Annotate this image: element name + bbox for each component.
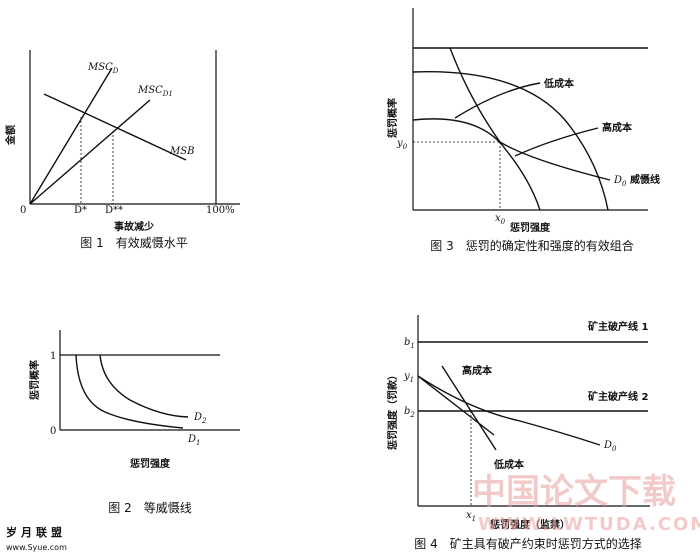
fig3-high-cost-label: 高成本 — [602, 121, 633, 134]
fig4-high-cost-line — [441, 365, 497, 451]
fig1-msc-d-line — [29, 67, 113, 205]
fig1-msc-d1-label: MSCD1 — [137, 85, 173, 98]
fig1-x-label: 事故减少 — [114, 220, 154, 233]
figure-3: 惩罚概率 低成本 高成本 D0 威慑线 y0 x0 惩罚强度 图 3 惩罚的确定… — [386, 8, 660, 253]
logo-url: www.Syue.com — [6, 543, 67, 552]
fig1-msb-label: MSB — [169, 146, 194, 157]
fig2-zero-label: 0 — [50, 426, 56, 437]
figure-1: 金额 MSCD MSCD1 MSB 0 D* D** 100% 事故减少 图 1… — [4, 50, 240, 250]
fig4-d0-label: D0 — [603, 440, 617, 453]
fig1-y-label: 金额 — [4, 125, 17, 146]
fig4-d0-curve — [417, 375, 601, 446]
fig4-b1-label: b1 — [404, 337, 415, 350]
fig3-high-cost-leader — [514, 127, 599, 157]
fig2-d1-label: D1 — [187, 434, 201, 447]
fig3-low-cost-label: 低成本 — [543, 77, 575, 90]
fig3-d0-label: D0 威慑线 — [613, 173, 660, 188]
fig3-high-cost-curve — [412, 71, 609, 211]
fig2-caption: 图 2 等威慑线 — [108, 500, 191, 515]
site-logo: 岁月联盟 www.Syue.com — [6, 525, 67, 552]
fig4-low-cost-line — [417, 375, 495, 436]
fig1-msc-d-label: MSCD — [87, 62, 119, 75]
fig4-y-label: 惩罚强度（罚款） — [386, 370, 399, 450]
watermark-en: WWW.LWTUDA.COM — [478, 514, 700, 535]
fig1-caption: 图 1 有效威慑水平 — [80, 235, 187, 250]
fig4-bankrupt-label-2: 矿主破产线 2 — [588, 390, 648, 403]
fig1-msb-line — [43, 93, 187, 161]
fig2-d2-label: D2 — [193, 412, 207, 425]
fig4-low-cost-label: 低成本 — [493, 458, 525, 471]
fig4-high-cost-label: 高成本 — [462, 364, 493, 377]
fig2-d2-curve — [99, 354, 189, 418]
fig2-one-label: 1 — [50, 351, 56, 362]
fig3-caption: 图 3 惩罚的确定性和强度的有效组合 — [430, 238, 633, 253]
fig3-y-label: 惩罚概率 — [386, 98, 399, 138]
fig4-y1-label: y1 — [403, 371, 414, 384]
fig3-d0-deterrence-curve — [449, 47, 611, 181]
figure-4: 惩罚强度（罚款） 矿主破产线 1 矿主破产线 2 高成本 低成本 b1 y1 b… — [386, 315, 650, 551]
fig2-d1-curve — [75, 354, 184, 429]
fig4-x-label: 惩罚强度（监禁） — [490, 518, 570, 531]
fig3-low-cost-curve — [412, 118, 541, 211]
fig4-bankrupt-label-1: 矿主破产线 1 — [588, 320, 648, 333]
fig1-d-star2-label: D** — [105, 205, 123, 216]
fig3-x0-label: x0 — [495, 213, 506, 226]
fig4-b2-label: b2 — [404, 406, 415, 419]
fig1-msc-d1-line — [29, 99, 151, 205]
fig4-x1-label: x1 — [466, 510, 476, 523]
fig2-y-label: 惩罚概率 — [28, 360, 41, 400]
fig3-y0-label: y0 — [396, 138, 408, 151]
fig3-low-cost-leader — [454, 82, 541, 119]
fig3-x-label: 惩罚强度 — [510, 221, 551, 234]
fig1-100pct-label: 100% — [206, 205, 235, 216]
figure-2: 惩罚概率 1 0 D2 D1 惩罚强度 图 2 等威慑线 — [28, 330, 240, 515]
watermark: 中国论文下载 WWW.LWTUDA.COM — [472, 472, 700, 535]
fig4-caption: 图 4 矿主具有破产约束时惩罚方式的选择 — [414, 536, 641, 551]
watermark-cn: 中国论文下载 — [472, 472, 676, 512]
fig1-d-star-label: D* — [74, 205, 87, 216]
fig2-x-label: 惩罚强度 — [130, 457, 171, 470]
fig1-origin-label: 0 — [20, 205, 26, 216]
logo-name: 岁月联盟 — [6, 525, 66, 539]
